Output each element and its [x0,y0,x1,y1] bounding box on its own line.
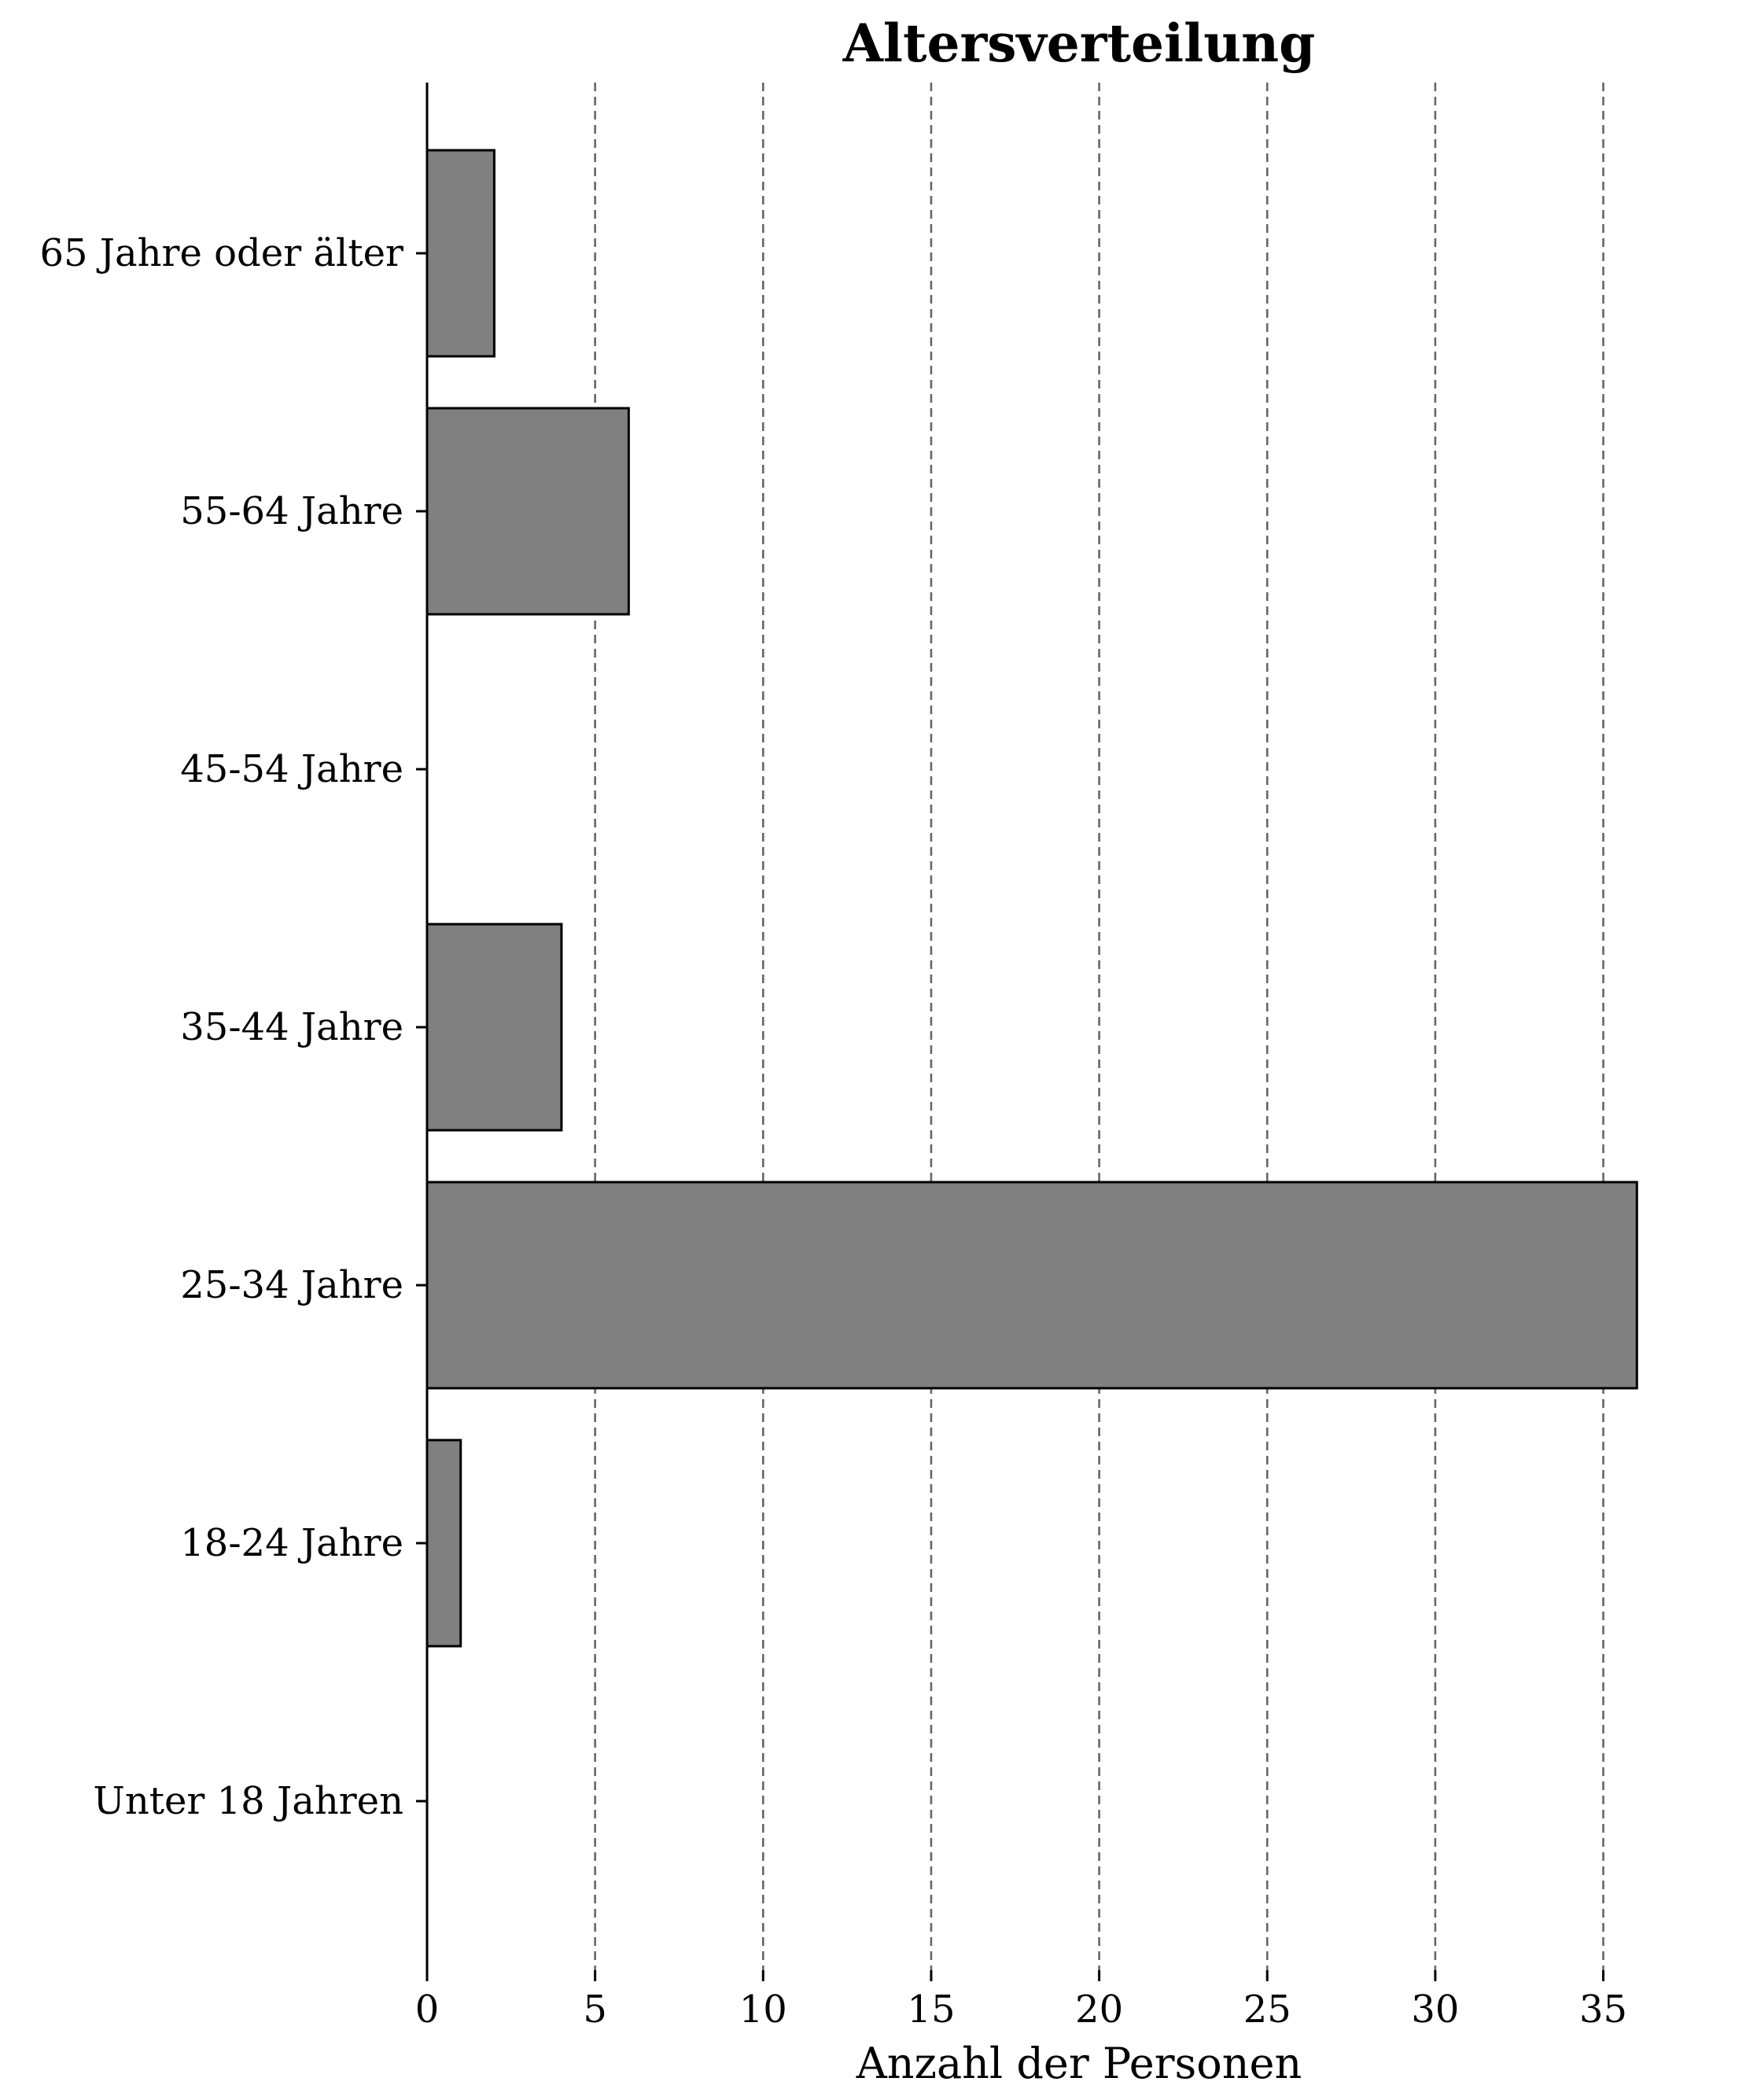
x-tick-label: 5 [583,1988,607,2032]
bar-18-24-jahre [425,1439,462,1648]
y-tick-label: 35-44 Jahre [180,1005,403,1049]
y-tick-label: 55-64 Jahre [180,489,403,533]
y-tick-label: 65 Jahre oder älter [39,231,403,275]
bar-25-34-jahre [425,1181,1638,1390]
x-tick-label: 15 [907,1988,955,2032]
chart-title: Altersverteilung [842,13,1316,74]
x-tick-label: 30 [1411,1988,1459,2032]
bar-65-jahre-oder-älter [425,149,495,358]
x-tick-label: 10 [739,1988,787,2032]
x-tick-label: 35 [1579,1988,1627,2032]
x-tick-label: 0 [415,1988,440,2032]
x-tick-label: 25 [1243,1988,1291,2032]
bars [425,149,1638,1648]
y-tick-label: Unter 18 Jahren [93,1779,403,1823]
x-tick-label: 20 [1075,1988,1123,2032]
grid-lines [594,83,1604,1970]
bar-55-64-jahre [425,407,630,616]
bar-35-44-jahre [425,923,563,1132]
y-tick-label: 45-54 Jahre [180,747,403,791]
y-tick-label: 18-24 Jahre [180,1521,403,1565]
y-axis: Unter 18 Jahren 18-24 Jahre 25-34 Jahre 35-… [39,83,429,1970]
y-tick-label: 25-34 Jahre [180,1263,403,1307]
x-axis-label: Anzahl der Personen [856,2039,1302,2088]
x-axis: 0 5 10 15 20 25 30 35 [415,1970,1627,2032]
